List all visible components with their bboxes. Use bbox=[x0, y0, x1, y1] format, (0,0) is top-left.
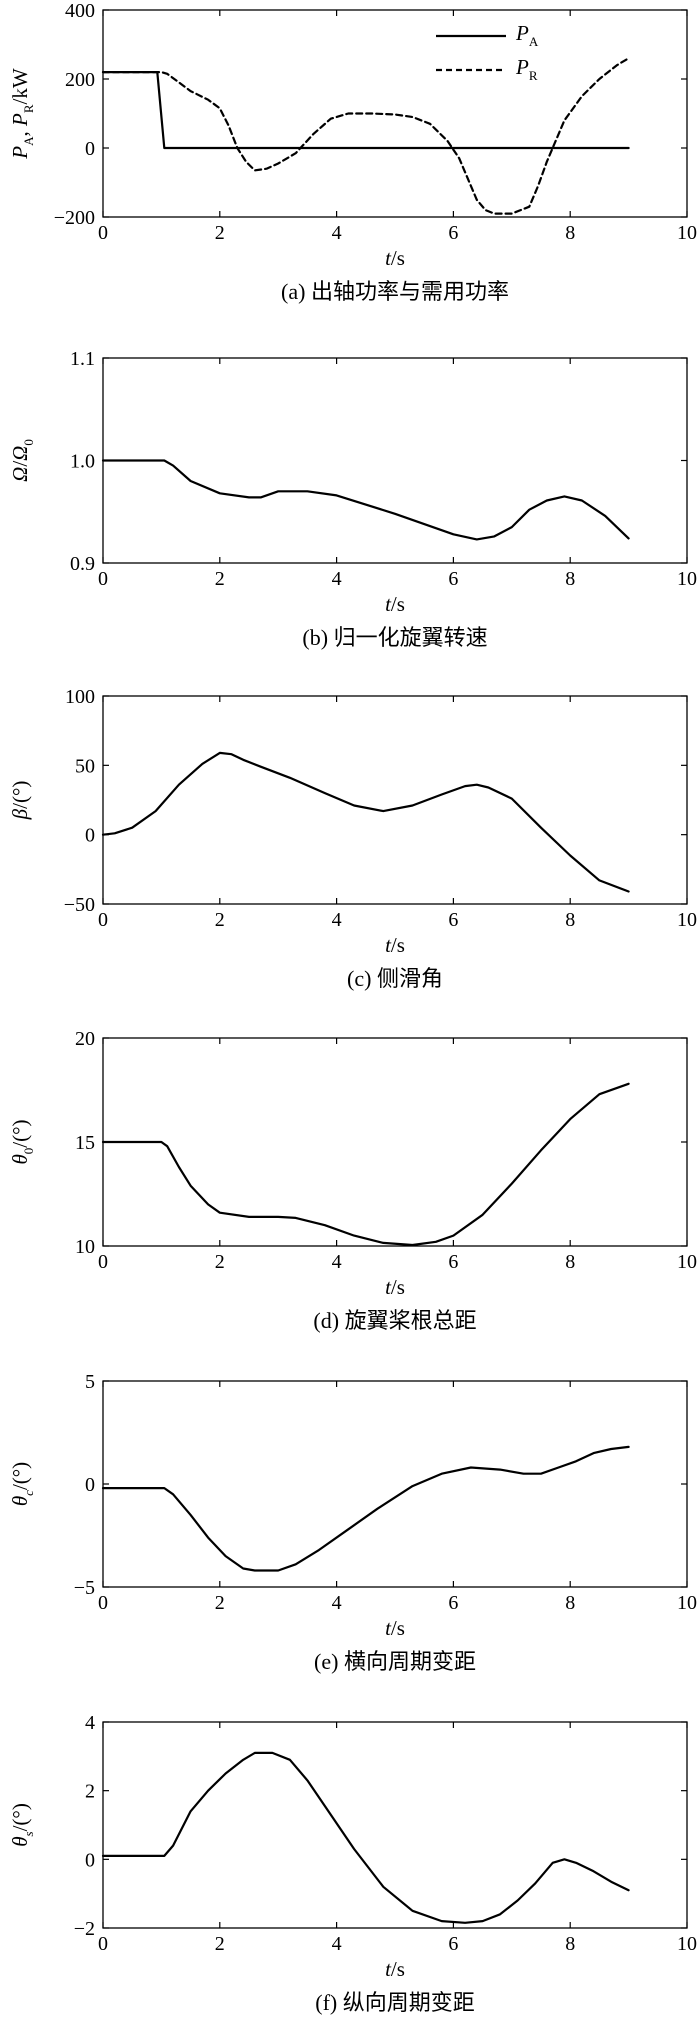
y-axis-label: θs/(°) bbox=[8, 1803, 36, 1847]
y-axis-label: PA, PR/kW bbox=[8, 68, 36, 160]
x-tick-label: 10 bbox=[677, 909, 697, 931]
x-tick-label: 4 bbox=[332, 568, 342, 590]
plot-frame bbox=[102, 9, 688, 218]
y-axis-label: θ0/(°) bbox=[8, 1119, 36, 1164]
x-tick-label: 4 bbox=[332, 1933, 342, 1955]
y-tick-label: 0 bbox=[85, 138, 95, 160]
x-tick-label: 2 bbox=[215, 222, 225, 244]
x-axis-label: t/s bbox=[385, 1275, 405, 1299]
x-axis-label: t/s bbox=[385, 246, 405, 270]
series-line-pa bbox=[101, 70, 630, 150]
y-tick-label: 4 bbox=[85, 1712, 95, 1734]
x-tick-label: 8 bbox=[565, 909, 575, 931]
x-tick-label: 2 bbox=[215, 909, 225, 931]
x-tick-label: 0 bbox=[98, 568, 108, 590]
legend-label-pa: PA bbox=[515, 21, 539, 49]
y-tick-label: 50 bbox=[75, 755, 95, 777]
x-tick-label: 10 bbox=[677, 1251, 697, 1273]
chart-panel-2: 0 2 4 6 8 10 0.9 1.0 1.1 t/s Ω/Ω0 (b) 归一化旋翼转速 bbox=[8, 348, 697, 650]
series-line-1 bbox=[101, 1445, 630, 1572]
x-tick-label: 8 bbox=[565, 222, 575, 244]
x-tick-label: 2 bbox=[215, 1933, 225, 1955]
y-tick-label: 20 bbox=[75, 1028, 95, 1050]
y-tick-label: 0 bbox=[85, 1474, 95, 1496]
y-tick-label: −200 bbox=[54, 207, 95, 229]
chart-panel-4: 0 2 4 6 8 10 10 15 20 t/s θ0/(°) (d) 旋翼桨根总距 bbox=[8, 1028, 697, 1333]
plot-frame bbox=[102, 1721, 688, 1929]
x-tick-label: 10 bbox=[677, 568, 697, 590]
plot-frame bbox=[102, 357, 688, 564]
x-tick-label: 4 bbox=[332, 909, 342, 931]
series-line-1 bbox=[101, 459, 630, 541]
y-tick-label: 15 bbox=[75, 1132, 95, 1154]
y-axis-label: Ω/Ω0 bbox=[8, 439, 36, 482]
y-tick-label: 5 bbox=[85, 1371, 95, 1393]
x-tick-label: 10 bbox=[677, 1592, 697, 1614]
panel-caption: (b) 归一化旋翼转速 bbox=[302, 625, 487, 650]
x-axis-label: t/s bbox=[385, 592, 405, 616]
x-tick-label: 8 bbox=[565, 1251, 575, 1273]
y-axis-label: β/(°) bbox=[8, 781, 32, 821]
x-tick-label: 8 bbox=[565, 1592, 575, 1614]
y-axis-label: θc/(°) bbox=[8, 1462, 36, 1506]
panel-caption: (a) 出轴功率与需用功率 bbox=[281, 279, 509, 304]
x-tick-label: 0 bbox=[98, 1933, 108, 1955]
plot-frame bbox=[102, 695, 688, 905]
x-tick-label: 10 bbox=[677, 222, 697, 244]
panel-caption: (c) 侧滑角 bbox=[347, 966, 443, 991]
panel-caption: (f) 纵向周期变距 bbox=[315, 1990, 474, 2015]
series-line-1 bbox=[101, 1082, 630, 1247]
x-tick-label: 8 bbox=[565, 1933, 575, 1955]
panel-caption: (d) 旋翼桨根总距 bbox=[313, 1308, 476, 1333]
x-tick-label: 2 bbox=[215, 568, 225, 590]
y-tick-label: 400 bbox=[65, 0, 95, 22]
legend-label-pr: PR bbox=[515, 55, 538, 83]
panel-caption: (e) 横向周期变距 bbox=[314, 1649, 476, 1674]
y-tick-label: −50 bbox=[64, 894, 95, 916]
x-tick-label: 6 bbox=[448, 1251, 458, 1273]
x-axis-label: t/s bbox=[385, 933, 405, 957]
x-tick-label: 0 bbox=[98, 909, 108, 931]
x-tick-label: 8 bbox=[565, 568, 575, 590]
y-tick-label: 200 bbox=[65, 69, 95, 91]
y-tick-label: 1.0 bbox=[70, 451, 95, 473]
series-line-1 bbox=[101, 751, 630, 893]
x-tick-label: 0 bbox=[98, 1251, 108, 1273]
x-tick-label: 2 bbox=[215, 1251, 225, 1273]
y-tick-label: 2 bbox=[85, 1781, 95, 1803]
plot-frame bbox=[102, 1037, 688, 1247]
y-tick-label: 10 bbox=[75, 1236, 95, 1258]
x-tick-label: 4 bbox=[332, 1251, 342, 1273]
series-line-1 bbox=[101, 1751, 630, 1924]
y-tick-label: 0 bbox=[85, 1849, 95, 1871]
y-tick-label: 0 bbox=[85, 825, 95, 847]
x-tick-label: 6 bbox=[448, 909, 458, 931]
y-tick-label: 1.1 bbox=[70, 348, 95, 370]
x-tick-label: 2 bbox=[215, 1592, 225, 1614]
x-tick-label: 10 bbox=[677, 1933, 697, 1955]
plot-frame bbox=[102, 1380, 688, 1588]
x-tick-label: 6 bbox=[448, 1933, 458, 1955]
x-tick-label: 0 bbox=[98, 222, 108, 244]
y-tick-label: 0.9 bbox=[70, 553, 95, 575]
x-axis-label: t/s bbox=[385, 1616, 405, 1640]
x-tick-label: 4 bbox=[332, 1592, 342, 1614]
x-tick-label: 0 bbox=[98, 1592, 108, 1614]
x-tick-label: 6 bbox=[448, 222, 458, 244]
x-tick-label: 4 bbox=[332, 222, 342, 244]
x-tick-label: 6 bbox=[448, 568, 458, 590]
x-tick-label: 6 bbox=[448, 1592, 458, 1614]
y-tick-label: −5 bbox=[74, 1577, 95, 1599]
x-axis-label: t/s bbox=[385, 1957, 405, 1981]
y-tick-label: −2 bbox=[74, 1918, 95, 1940]
series-line-pr bbox=[101, 57, 630, 215]
y-tick-label: 100 bbox=[65, 686, 95, 708]
